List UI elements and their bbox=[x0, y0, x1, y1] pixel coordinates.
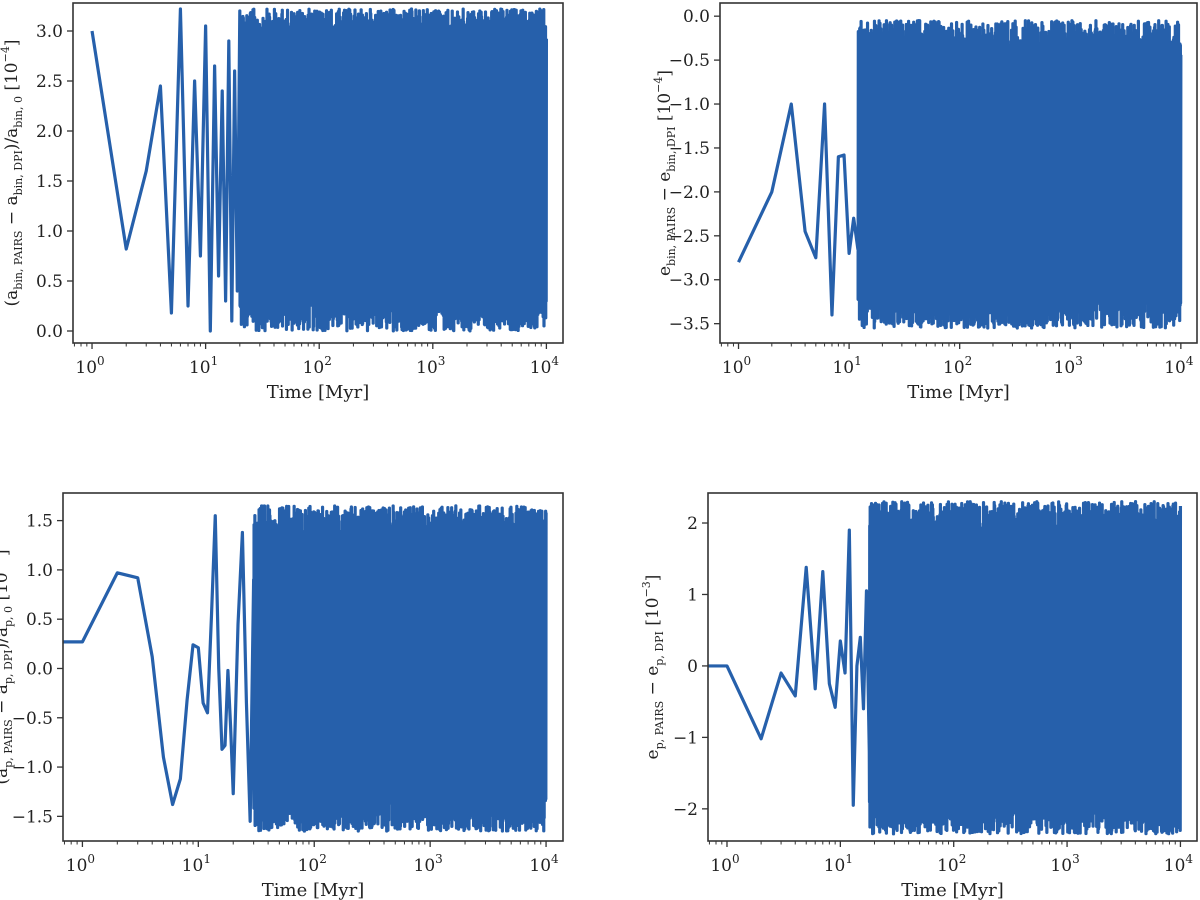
x-axis-label: Time [Myr] bbox=[267, 382, 369, 403]
x-tick-label: 102 bbox=[303, 354, 332, 378]
plot-frame bbox=[719, 2, 1198, 344]
x-tick-label: 101 bbox=[832, 354, 861, 378]
panel-a-p: 100 101 102 103 104 −1.5 −1.0 −0.5 0.0 0.5 1.0 1.5 T… bbox=[0, 492, 564, 900]
y-tick-label: −3.5 bbox=[669, 315, 710, 335]
x-axis-label: Time [Myr] bbox=[907, 382, 1009, 403]
y-tick-label: 2.0 bbox=[36, 122, 63, 142]
x-tick-label: 102 bbox=[943, 354, 972, 378]
x-tick-label: 104 bbox=[530, 354, 560, 378]
y-tick-label: 0 bbox=[687, 657, 698, 677]
y-axis-label: (ap, PAIRS − ap, DPI)/ap, 0 [10−3] bbox=[0, 549, 15, 784]
x-tick-label: 102 bbox=[937, 852, 966, 876]
x-tick-label: 100 bbox=[722, 354, 751, 378]
y-tick-label: −1.5 bbox=[12, 807, 53, 827]
y-tick-label: 0.0 bbox=[36, 322, 63, 342]
x-tick-label: 100 bbox=[710, 852, 739, 876]
y-axis-label: ebin, PAIRS − ebin, DPI [10−4] bbox=[652, 70, 678, 276]
x-tick-label: 103 bbox=[1050, 852, 1079, 876]
x-tick-label: 103 bbox=[414, 852, 443, 876]
series-line bbox=[708, 500, 1183, 836]
y-tick-label: −1.0 bbox=[12, 758, 53, 778]
x-tick-label: 102 bbox=[298, 852, 327, 876]
x-tick-label: 103 bbox=[1054, 354, 1083, 378]
series-line bbox=[737, 19, 1183, 330]
x-tick-label: 104 bbox=[1164, 354, 1194, 378]
y-tick-label: −1.5 bbox=[669, 139, 710, 159]
y-tick-label: −2.5 bbox=[669, 227, 710, 247]
plot-frame bbox=[62, 492, 564, 842]
plot-frame bbox=[707, 492, 1198, 842]
y-tick-label: 2.5 bbox=[36, 72, 63, 92]
x-tick-label: 101 bbox=[189, 354, 218, 378]
y-tick-label: −2 bbox=[673, 800, 698, 820]
x-axis-label: Time [Myr] bbox=[262, 880, 364, 900]
y-tick-label: −0.5 bbox=[12, 709, 53, 729]
y-tick-label: 0.5 bbox=[36, 272, 63, 292]
y-tick-label: 0.0 bbox=[26, 659, 53, 679]
y-tick-label: 0.0 bbox=[683, 7, 710, 27]
y-tick-label: 1.0 bbox=[36, 222, 63, 242]
series-line bbox=[63, 504, 548, 833]
y-tick-label: −2.0 bbox=[669, 183, 710, 203]
x-tick-label: 101 bbox=[182, 852, 211, 876]
y-tick-label: 1.5 bbox=[36, 172, 63, 192]
plot-frame bbox=[72, 2, 564, 344]
y-tick-label: 1 bbox=[687, 585, 698, 605]
y-tick-label: 3.0 bbox=[36, 22, 63, 42]
y-tick-label: 2 bbox=[687, 514, 698, 534]
y-tick-label: −0.5 bbox=[669, 51, 710, 71]
y-tick-label: −3.0 bbox=[669, 271, 710, 291]
x-axis-label: Time [Myr] bbox=[901, 880, 1003, 900]
x-tick-label: 100 bbox=[66, 852, 95, 876]
y-tick-label: 0.5 bbox=[26, 610, 53, 630]
x-tick-label: 101 bbox=[824, 852, 853, 876]
y-tick-label: −1 bbox=[673, 728, 698, 748]
x-tick-label: 104 bbox=[529, 852, 559, 876]
y-axis-label: ep, PAIRS − ep, DPI [10−3] bbox=[640, 575, 666, 760]
x-tick-label: 103 bbox=[416, 354, 445, 378]
y-tick-label: −1.0 bbox=[669, 95, 710, 115]
panel-a-bin: 100 101 102 103 104 0.0 0.5 1.0 1.5 2.0 2.5 3.0 Time… bbox=[0, 2, 564, 403]
panel-e-p: 100 101 102 103 104 −2 −1 0 1 2 Time [Myr] ep, PAIR… bbox=[640, 492, 1198, 900]
y-axis-label: (abin, PAIRS − abin, DPI)/abin, 0 [10−4] bbox=[0, 40, 25, 307]
x-tick-label: 104 bbox=[1164, 852, 1194, 876]
panel-e-bin: 100 101 102 103 104 −3.5 −3.0 −2.5 −2.0 −1.5 −1.0 −… bbox=[652, 2, 1198, 403]
x-tick-label: 100 bbox=[75, 354, 104, 378]
series-line bbox=[90, 7, 548, 333]
y-tick-label: 1.5 bbox=[26, 512, 53, 532]
y-tick-label: 1.0 bbox=[26, 561, 53, 581]
